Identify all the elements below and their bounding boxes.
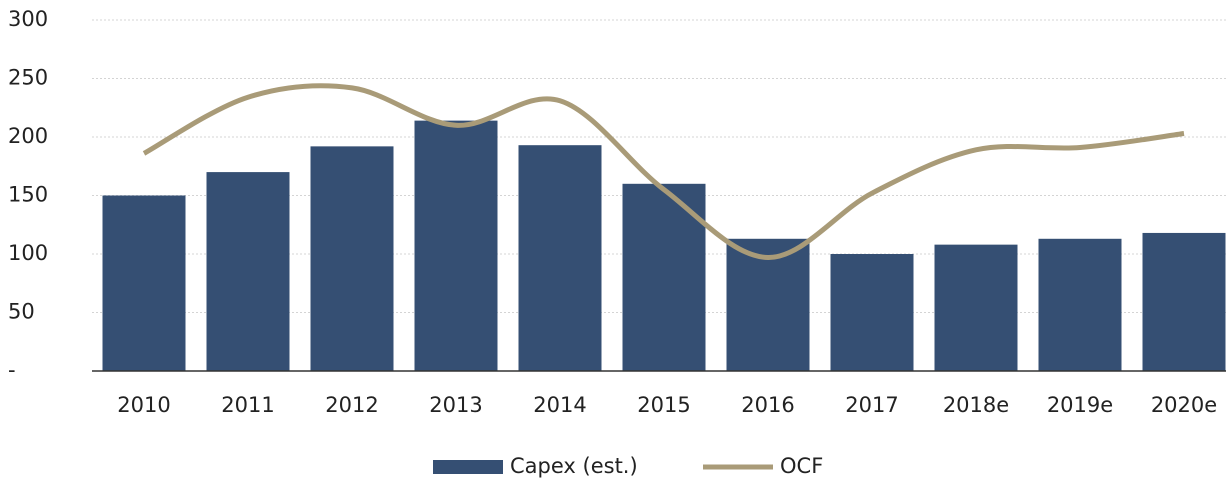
- x-tick-label: 2020e: [1151, 393, 1217, 417]
- y-tick-label: 250: [8, 66, 48, 90]
- x-tick-label: 2015: [637, 393, 690, 417]
- x-tick-label: 2013: [429, 393, 482, 417]
- x-tick-label: 2016: [741, 393, 794, 417]
- y-tick-label: 50: [8, 300, 35, 324]
- x-tick-label: 2018e: [943, 393, 1009, 417]
- y-tick-label: 200: [8, 124, 48, 148]
- bar: [206, 172, 290, 371]
- legend-label: OCF: [780, 454, 823, 478]
- legend-label: Capex (est.): [510, 454, 638, 478]
- line: [142, 83, 1185, 261]
- x-tick-label: 2012: [325, 393, 378, 417]
- x-tick-label: 2014: [533, 393, 586, 417]
- x-tick-label: 2019e: [1047, 393, 1113, 417]
- bar: [414, 120, 498, 372]
- x-tick-label: 2017: [845, 393, 898, 417]
- legend-swatch: [433, 460, 503, 474]
- bar: [726, 238, 810, 371]
- x-tick-label: 2010: [117, 393, 170, 417]
- y-tick-label: 100: [8, 241, 48, 265]
- bar: [1038, 238, 1122, 371]
- x-tick-label: 2011: [221, 393, 274, 417]
- bar: [830, 254, 914, 371]
- bar: [1142, 232, 1226, 371]
- y-tick-label: -: [8, 358, 16, 382]
- y-tick-label: 300: [8, 7, 48, 31]
- bar: [518, 145, 602, 371]
- bar: [310, 146, 394, 371]
- bar: [934, 244, 1018, 371]
- y-tick-label: 150: [8, 183, 48, 207]
- bar: [102, 195, 186, 371]
